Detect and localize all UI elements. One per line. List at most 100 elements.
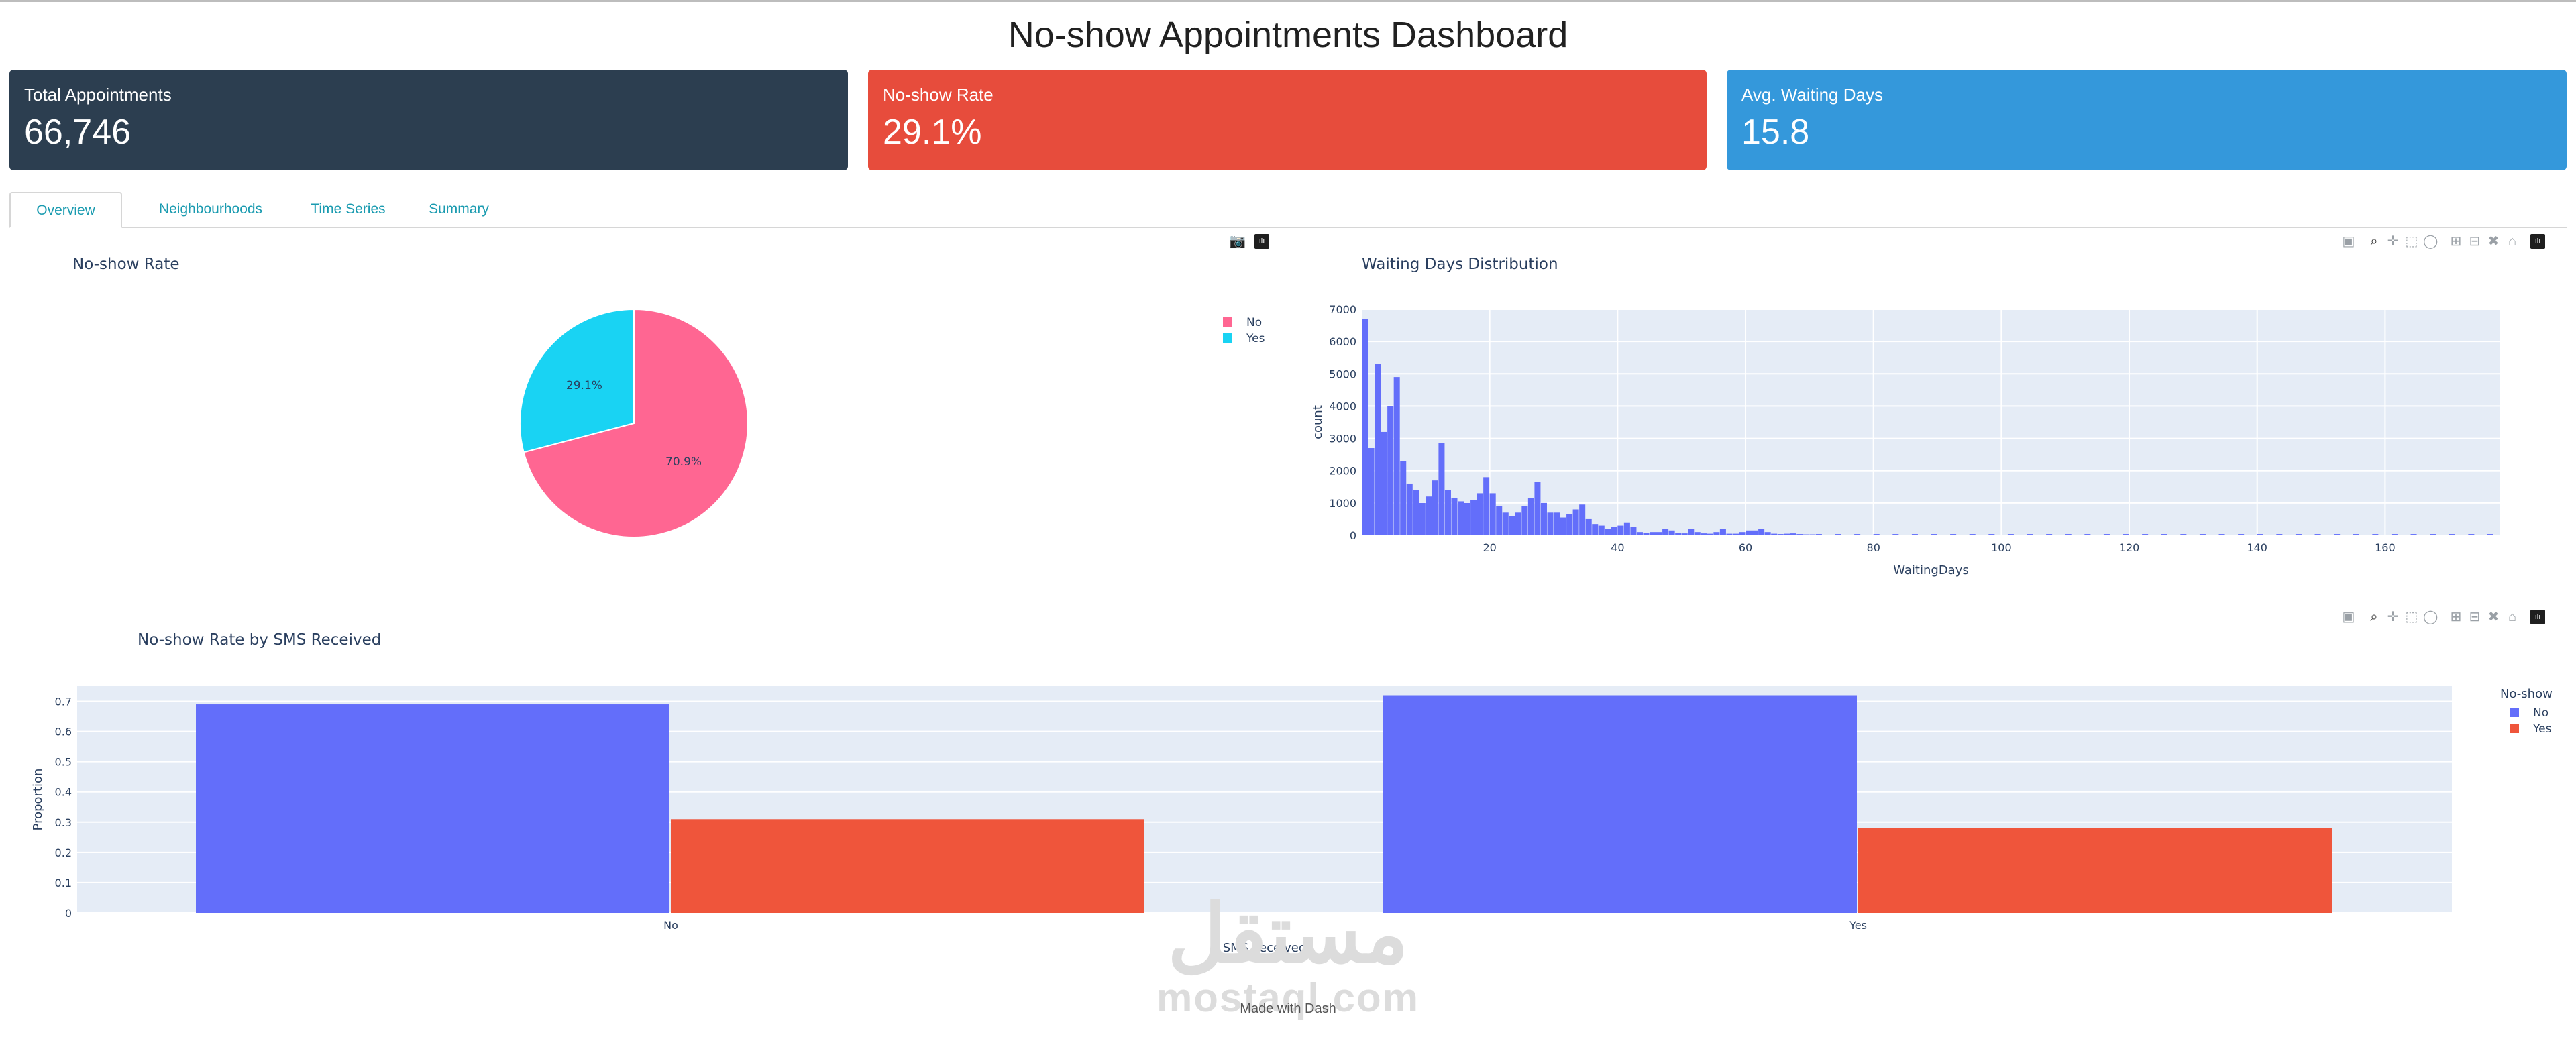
home-icon[interactable]: ⌂ [2508,234,2517,249]
box-select-icon[interactable]: ⬚ [2405,610,2418,624]
tab-summary[interactable]: Summary [429,201,489,217]
y-tick-label: 4000 [1329,400,1356,413]
lasso-icon[interactable]: ◯ [2423,234,2438,249]
histogram-bar [1854,534,1861,535]
zoom-in-icon[interactable]: ⊞ [2450,234,2462,249]
zoom-icon[interactable]: ⌕ [2370,234,2378,249]
camera-icon[interactable]: ▣ [2342,610,2355,624]
footer-made-with-dash: Made with Dash [1240,1001,1336,1016]
histogram-bar [1784,533,1790,535]
x-tick-label: 100 [1991,541,2012,554]
zoom-icon[interactable]: ⌕ [2370,610,2378,624]
pie-chart-title: No-show Rate [72,256,180,273]
histogram-bar [1771,533,1778,535]
autoscale-icon[interactable]: ✖ [2487,234,2500,249]
histogram-bar [1547,512,1554,535]
histogram-bar [1719,529,1726,535]
pan-icon[interactable]: ✛ [2387,234,2399,249]
histogram-bar [2391,534,2398,535]
camera-icon[interactable]: 📷 [1229,234,1246,249]
histogram-bar [1726,533,1733,535]
autoscale-icon[interactable]: ✖ [2487,610,2500,624]
histogram-bar [1598,525,1605,535]
sms-bar-chart: 0 0.1 0.2 0.3 0.4 0.5 0.6 0.7 No Yes SMS_receive… [31,686,2553,955]
histogram-bar [1636,532,1643,535]
plot-area [1362,309,2500,535]
histogram-bar [1509,516,1515,535]
histogram-bar [1681,533,1688,535]
y-axis-label: count [1311,405,1325,439]
legend-label-no: No [1246,316,1262,329]
box-select-icon[interactable]: ⬚ [2405,234,2418,249]
histogram-bar [1521,506,1528,535]
plotly-logo-icon[interactable]: ılı [1254,234,1269,249]
histogram-bar [1368,448,1375,535]
tab-neighbourhoods[interactable]: Neighbourhoods [158,201,263,217]
zoom-out-icon[interactable]: ⊟ [2469,234,2481,249]
home-icon[interactable]: ⌂ [2508,610,2517,624]
histogram-bar [1483,477,1490,535]
histogram-bar [1969,534,1976,535]
histogram-bar [1752,530,1758,535]
histogram-bar [1496,506,1503,535]
page-title: No-show Appointments Dashboard [1008,15,1568,55]
histogram-bar [2334,534,2341,535]
histogram-bar [1458,501,1464,535]
tab-overview[interactable]: Overview [9,192,122,228]
zoom-in-icon[interactable]: ⊞ [2450,610,2462,624]
watermark-latin: mostaql.com [1156,975,1420,1020]
y-tick-label: 3000 [1329,433,1356,445]
lasso-icon[interactable]: ◯ [2423,610,2438,624]
bar-yes-yes [1858,828,2332,913]
histogram-bar [2468,534,2475,535]
histogram-bar [1796,534,1803,535]
histogram-bar [1387,406,1394,535]
histogram-bar [1579,504,1586,535]
legend-swatch [2510,724,2519,733]
histogram-bar [2007,534,2014,535]
card-total-appointments: Total Appointments 66,746 [9,70,848,170]
histogram-bar [1444,490,1451,535]
histogram-bar [1611,527,1617,535]
histogram-bar [1554,512,1560,535]
pan-icon[interactable]: ✛ [2387,610,2399,624]
histogram-bar [1675,533,1682,535]
histogram-bar [1873,534,1880,535]
y-tick-label: 0.5 [55,756,72,769]
histogram-bar [2103,534,2110,535]
plotly-logo-icon[interactable]: ılı [2530,234,2545,249]
histogram-bar [2180,534,2187,535]
watermark: مستقل mostaql.com [1140,894,1436,1021]
histogram-bar [1707,533,1713,535]
plotly-logo-icon[interactable]: ılı [2530,610,2545,624]
histogram-bar [1815,534,1822,535]
histogram-bar [1451,498,1458,535]
card-value: 66,746 [24,113,131,152]
histogram-bar [2199,534,2206,535]
modebar-sms-bar: ▣ ⌕ ✛ ⬚ ◯ ⊞ ⊟ ✖ ⌂ ılı [2341,610,2563,628]
legend-swatch [1223,333,1232,343]
histogram-bar [1746,530,1752,535]
histogram-bar [1470,500,1477,535]
histogram-bar [1540,502,1547,535]
tab-time-series[interactable]: Time Series [311,201,386,217]
legend-title: No-show [2500,687,2553,701]
histogram-bar [1656,532,1662,535]
histogram-bar [1777,534,1784,535]
histogram-bar [1643,533,1650,535]
legend-label-no: No [2533,706,2548,720]
histogram-bar [1617,525,1624,535]
histogram-bar [2295,534,2302,535]
histogram-bar [1419,502,1426,535]
histogram-bar [1477,493,1483,535]
y-tick-label: 0.3 [55,816,72,829]
histogram-bar [1527,498,1534,535]
camera-icon[interactable]: ▣ [2342,234,2355,249]
histogram-bar [1764,532,1771,535]
zoom-out-icon[interactable]: ⊟ [2469,610,2481,624]
histogram-bar [2353,534,2359,535]
histogram-bar [1375,364,1381,535]
histogram-bar [2065,534,2072,535]
histogram-bar [1566,514,1573,535]
legend-label-yes: Yes [1246,332,1265,345]
